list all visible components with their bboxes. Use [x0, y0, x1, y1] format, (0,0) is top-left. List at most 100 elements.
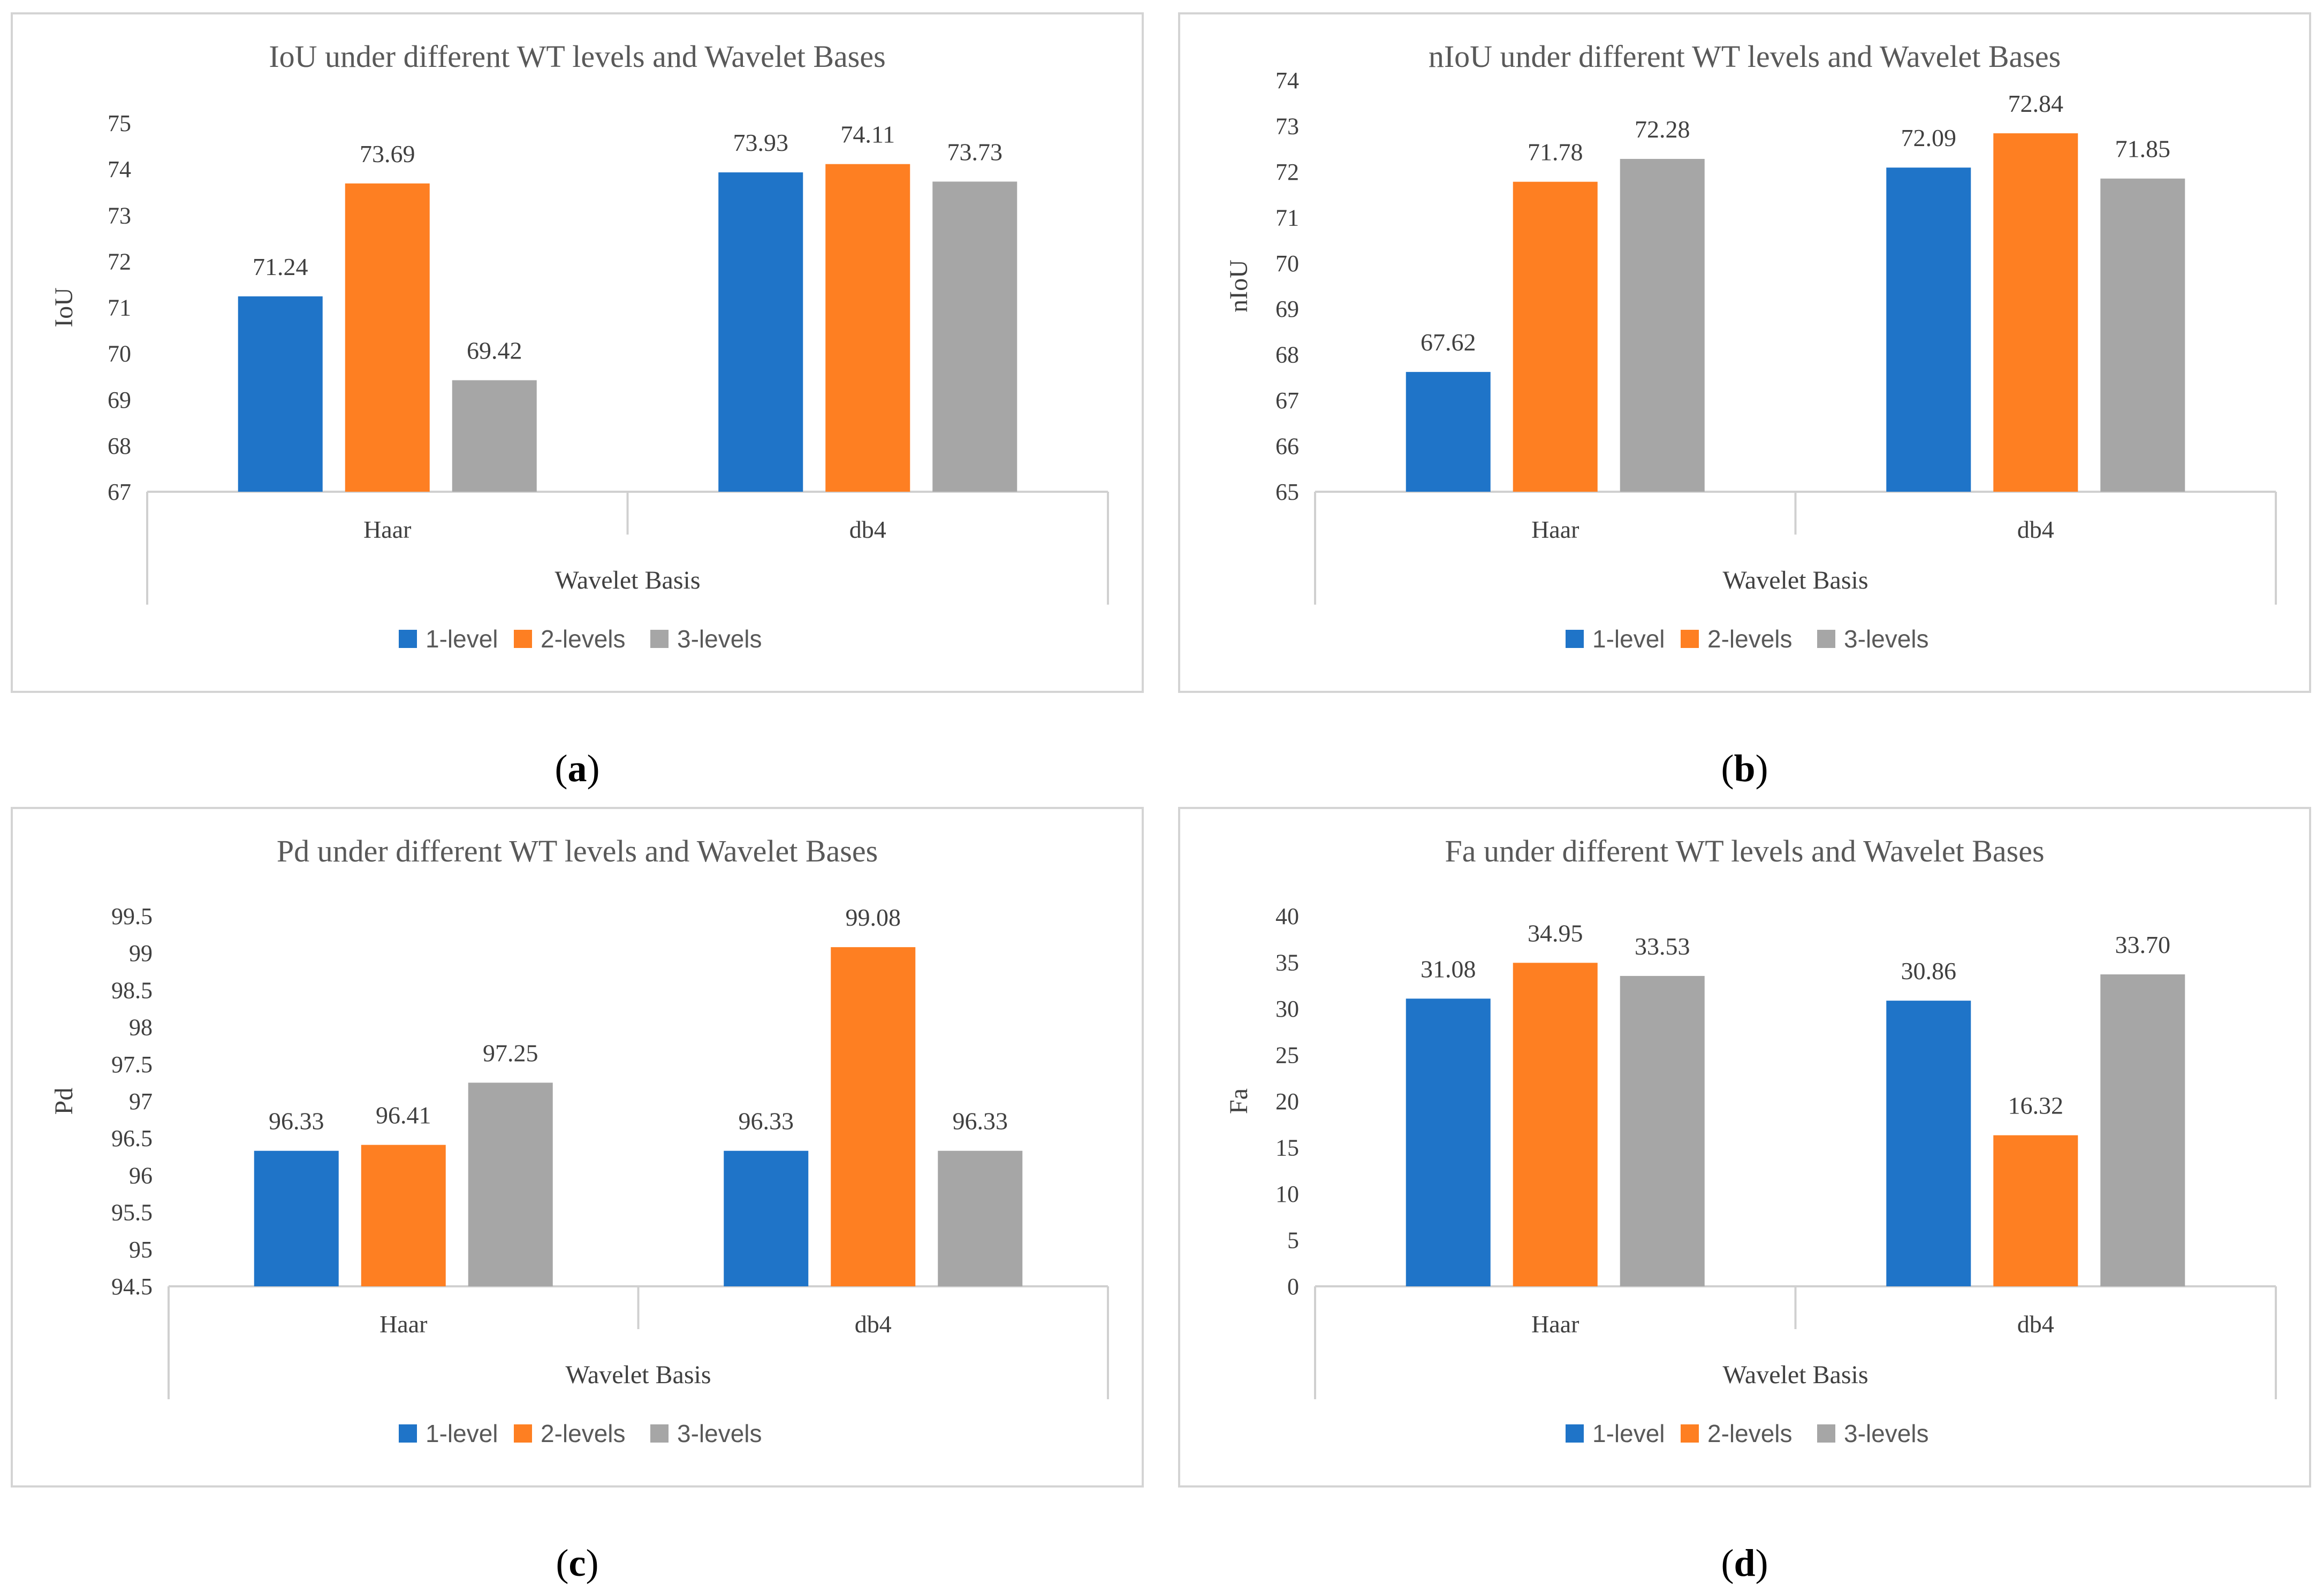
chart-panel-c: Pd under different WT levels and Wavelet…	[11, 807, 1144, 1584]
chart-title: IoU under different WT levels and Wavele…	[269, 39, 885, 74]
y-tick-label: 98.5	[111, 977, 153, 1003]
data-label: 34.95	[1528, 919, 1583, 947]
legend-swatch	[1566, 630, 1584, 648]
bar	[468, 1082, 553, 1286]
chart-title: Pd under different WT levels and Wavelet…	[277, 834, 878, 868]
bar	[1993, 133, 2078, 492]
data-label: 71.78	[1528, 139, 1583, 166]
y-tick-label: 97	[129, 1088, 153, 1115]
legend-swatch	[514, 1424, 532, 1443]
chart-title: nIoU under different WT levels and Wavel…	[1429, 39, 2061, 74]
y-tick-label: 98	[129, 1015, 153, 1041]
data-label: 31.08	[1421, 955, 1476, 982]
y-tick-label: 73	[1275, 113, 1299, 139]
y-tick-label: 68	[108, 433, 131, 459]
y-tick-label: 10	[1275, 1181, 1299, 1207]
data-label: 74.11	[840, 121, 895, 148]
legend-swatch	[1681, 1424, 1699, 1443]
category-label: db4	[2017, 516, 2054, 543]
chart-panel-a: IoU under different WT levels and Wavele…	[11, 12, 1144, 790]
category-label: db4	[2017, 1310, 2054, 1338]
y-tick-label: 96.5	[111, 1125, 153, 1151]
panel-caption: (d)	[1721, 1542, 1768, 1584]
bar	[938, 1150, 1023, 1286]
y-tick-label: 66	[1275, 433, 1299, 460]
y-tick-label: 74	[108, 156, 131, 182]
legend-swatch	[514, 630, 532, 648]
bar	[452, 380, 537, 492]
bar	[361, 1145, 446, 1286]
legend-swatch	[1817, 630, 1835, 648]
data-label: 71.24	[253, 253, 308, 280]
data-label: 72.84	[2008, 90, 2064, 117]
x-axis-title: Wavelet Basis	[555, 566, 700, 594]
data-label: 96.41	[376, 1102, 431, 1129]
bar	[1620, 975, 1705, 1286]
legend-swatch	[399, 1424, 417, 1443]
y-tick-label: 99.5	[111, 903, 153, 929]
bar	[238, 296, 323, 492]
bar	[1406, 998, 1491, 1286]
legend-label: 1-level	[426, 1420, 498, 1447]
legend-label: 1-level	[1592, 1420, 1665, 1447]
y-tick-label: 72	[1275, 159, 1299, 185]
x-axis-title: Wavelet Basis	[1722, 566, 1868, 594]
y-tick-label: 67	[108, 479, 131, 505]
y-axis-title: nIoU	[1225, 260, 1253, 312]
y-tick-label: 70	[108, 341, 131, 367]
y-tick-label: 71	[1275, 204, 1299, 231]
category-label: db4	[855, 1310, 892, 1338]
y-axis-title: Pd	[50, 1088, 78, 1115]
panel-frame	[11, 807, 1144, 1488]
legend-label: 1-level	[426, 625, 498, 653]
y-axis-title: Fa	[1225, 1088, 1253, 1114]
legend-label: 3-levels	[677, 625, 762, 653]
category-label: Haar	[363, 516, 411, 543]
y-tick-label: 40	[1275, 903, 1299, 929]
chart-title: Fa under different WT levels and Wavelet…	[1445, 834, 2044, 868]
bar	[345, 183, 430, 492]
y-tick-label: 68	[1275, 342, 1299, 368]
y-tick-label: 74	[1275, 67, 1299, 94]
y-tick-label: 99	[129, 940, 153, 966]
x-axis-title: Wavelet Basis	[1722, 1361, 1868, 1389]
category-label: Haar	[1531, 516, 1579, 543]
bar	[1620, 158, 1705, 492]
data-label: 33.53	[1635, 933, 1690, 960]
bar	[718, 172, 803, 492]
y-tick-label: 70	[1275, 250, 1299, 277]
data-label: 33.70	[2115, 931, 2171, 958]
data-label: 99.08	[846, 904, 901, 931]
y-tick-label: 75	[108, 110, 131, 136]
panel-caption: (a)	[555, 747, 600, 790]
y-tick-label: 65	[1275, 479, 1299, 505]
panel-caption: (b)	[1721, 747, 1768, 790]
legend-label: 2-levels	[541, 1420, 626, 1447]
y-tick-label: 20	[1275, 1088, 1299, 1115]
bar	[2100, 974, 2185, 1286]
y-tick-label: 95.5	[111, 1200, 153, 1226]
bar	[254, 1150, 339, 1286]
y-tick-label: 69	[1275, 296, 1299, 322]
bar	[1886, 167, 1971, 492]
data-label: 96.33	[739, 1108, 794, 1135]
legend-label: 3-levels	[1844, 1420, 1929, 1447]
bar	[1513, 181, 1598, 492]
panel-caption: (c)	[556, 1542, 599, 1584]
y-tick-label: 35	[1275, 950, 1299, 976]
bar	[825, 164, 910, 492]
chart-panel-d: Fa under different WT levels and Wavelet…	[1178, 807, 2311, 1584]
legend-label: 1-level	[1592, 625, 1665, 653]
legend-swatch	[650, 630, 669, 648]
bar	[2100, 178, 2185, 492]
bar	[932, 181, 1017, 492]
y-tick-label: 96	[129, 1162, 153, 1188]
bar	[1993, 1135, 2078, 1286]
data-label: 16.32	[2008, 1092, 2064, 1119]
legend-label: 2-levels	[1707, 1420, 1793, 1447]
y-tick-label: 30	[1275, 996, 1299, 1022]
legend-swatch	[1566, 1424, 1584, 1443]
y-tick-label: 73	[108, 202, 131, 228]
y-tick-label: 69	[108, 387, 131, 413]
